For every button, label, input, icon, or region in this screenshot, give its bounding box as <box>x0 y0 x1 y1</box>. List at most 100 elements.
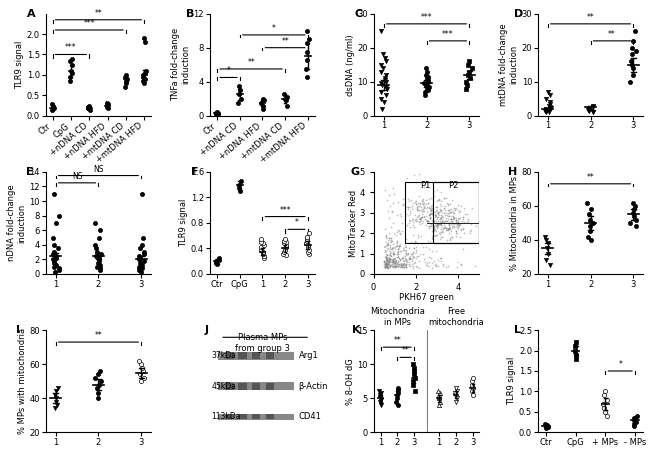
Point <box>455 221 465 228</box>
Point <box>431 228 441 235</box>
Text: **: ** <box>393 336 401 345</box>
Point <box>424 206 435 213</box>
Point <box>408 360 418 368</box>
Point <box>428 211 439 218</box>
Point <box>379 261 389 268</box>
Point <box>434 220 445 227</box>
Point <box>432 219 443 226</box>
Text: F: F <box>190 167 198 177</box>
Point <box>443 226 453 233</box>
Point <box>405 207 415 214</box>
Point <box>450 217 461 224</box>
Point <box>415 217 426 224</box>
Point <box>281 238 291 246</box>
Point <box>421 65 431 72</box>
Point <box>139 76 150 83</box>
Point <box>452 388 462 395</box>
Point <box>303 243 313 251</box>
Point <box>442 224 452 232</box>
Point <box>424 263 434 270</box>
Point <box>437 214 448 221</box>
Point <box>94 254 104 262</box>
Point <box>588 102 598 109</box>
Point <box>385 250 395 257</box>
Point <box>390 243 400 250</box>
Point <box>436 202 447 210</box>
Point <box>381 78 391 86</box>
Point <box>448 223 458 230</box>
Point <box>599 404 610 411</box>
Point <box>213 256 224 263</box>
Point <box>385 261 395 268</box>
Point <box>394 262 404 269</box>
Point <box>625 78 636 86</box>
Point <box>447 234 457 241</box>
Point <box>393 251 404 258</box>
Point <box>443 226 453 233</box>
Point <box>235 187 246 195</box>
Point <box>391 257 401 264</box>
Point <box>545 262 556 269</box>
Point <box>570 343 580 350</box>
Text: **: ** <box>94 9 102 18</box>
Point <box>385 255 395 262</box>
Point <box>406 202 417 210</box>
Point <box>302 237 313 244</box>
Point <box>234 181 244 188</box>
Point <box>545 92 556 99</box>
Point <box>387 208 397 215</box>
Point <box>439 205 449 212</box>
Point <box>426 264 437 271</box>
Point <box>602 412 612 420</box>
Point <box>432 220 442 228</box>
Point <box>426 206 436 213</box>
Point <box>385 257 395 264</box>
Point <box>381 263 391 270</box>
Point <box>280 246 291 253</box>
Point <box>422 217 433 225</box>
Text: ***: *** <box>65 43 77 52</box>
Point <box>434 231 445 238</box>
Point <box>629 202 640 210</box>
Point <box>571 351 581 358</box>
Point <box>433 222 443 229</box>
Point <box>122 76 132 83</box>
Point <box>387 241 398 248</box>
Point <box>419 203 429 210</box>
Point <box>451 204 462 212</box>
Point <box>440 223 450 230</box>
Point <box>51 219 61 227</box>
Point <box>49 190 59 197</box>
Point <box>425 238 436 245</box>
Point <box>49 105 59 112</box>
Point <box>419 215 430 222</box>
Point <box>426 254 436 262</box>
Point <box>447 234 457 241</box>
Point <box>400 244 410 251</box>
Point <box>393 401 403 409</box>
Point <box>393 227 404 234</box>
Point <box>467 388 477 395</box>
Point <box>445 235 455 243</box>
Point <box>447 212 458 220</box>
Point <box>458 245 469 253</box>
Point <box>447 220 457 227</box>
Point <box>393 389 404 396</box>
Point <box>49 268 60 275</box>
Point <box>412 206 423 213</box>
Point <box>391 211 402 218</box>
Point <box>379 258 389 266</box>
Point <box>427 235 437 242</box>
Point <box>456 260 466 267</box>
Point <box>135 245 145 252</box>
Point <box>383 242 393 249</box>
Point <box>426 221 437 228</box>
Point <box>439 221 449 228</box>
Point <box>389 257 400 264</box>
Point <box>280 235 290 243</box>
Point <box>385 245 396 253</box>
Point <box>94 267 105 274</box>
Point <box>381 261 391 268</box>
Point <box>436 218 447 226</box>
Point <box>408 199 418 207</box>
